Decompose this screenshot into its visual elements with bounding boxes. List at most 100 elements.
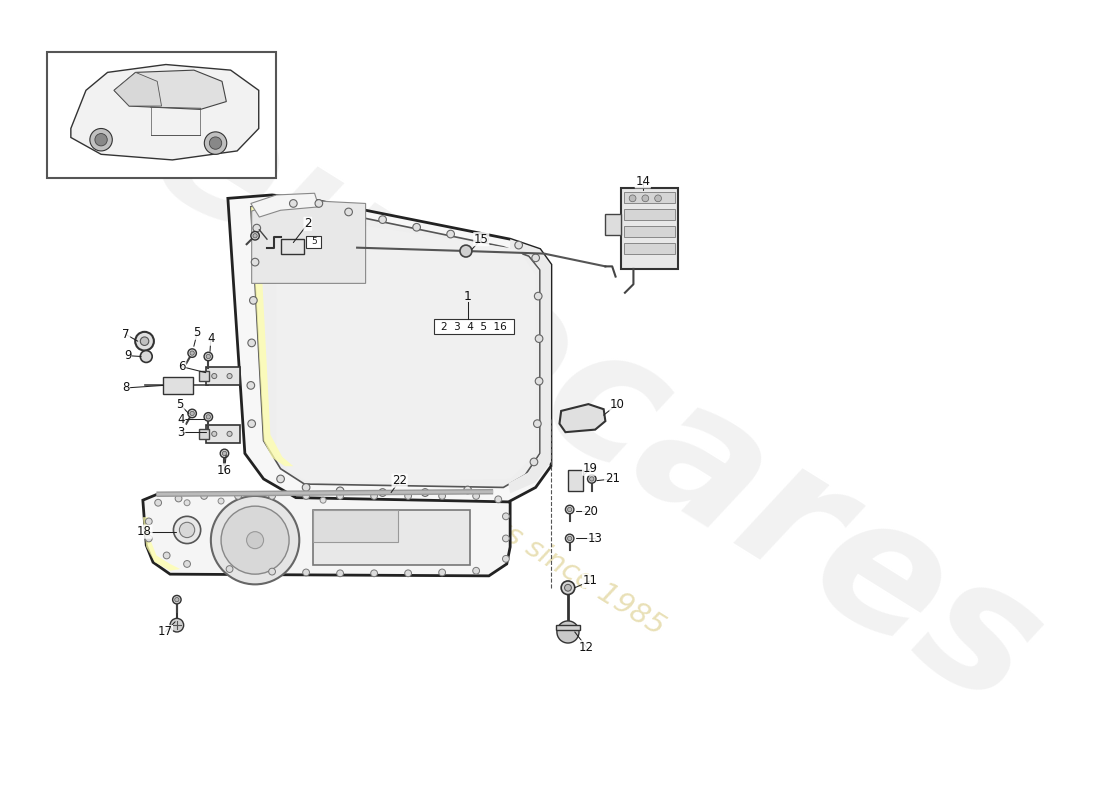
Circle shape: [495, 496, 502, 502]
Circle shape: [211, 374, 217, 378]
Circle shape: [188, 410, 197, 418]
Circle shape: [253, 234, 257, 238]
Circle shape: [155, 499, 162, 506]
Text: 6: 6: [178, 360, 186, 373]
Circle shape: [536, 335, 543, 342]
Text: 2  3  4  5  16: 2 3 4 5 16: [441, 322, 507, 332]
Circle shape: [371, 493, 377, 499]
Circle shape: [90, 129, 112, 151]
Bar: [206, 425, 240, 443]
Circle shape: [174, 516, 200, 543]
Bar: [624, 209, 675, 221]
Text: 7: 7: [122, 328, 130, 341]
Circle shape: [206, 414, 210, 419]
Circle shape: [535, 292, 542, 300]
Bar: [624, 242, 675, 254]
Circle shape: [536, 378, 543, 385]
Circle shape: [503, 535, 509, 542]
Circle shape: [163, 552, 170, 559]
Text: 8: 8: [122, 382, 130, 394]
Circle shape: [227, 566, 233, 573]
Circle shape: [405, 493, 411, 499]
Text: a passion for parts since 1985: a passion for parts since 1985: [283, 385, 670, 642]
Bar: [312, 510, 470, 565]
Circle shape: [473, 493, 480, 499]
Circle shape: [439, 493, 446, 499]
Circle shape: [515, 242, 522, 249]
Text: 21: 21: [605, 473, 619, 486]
Polygon shape: [114, 72, 162, 106]
Circle shape: [464, 486, 472, 494]
Polygon shape: [251, 203, 540, 487]
Text: 4: 4: [177, 413, 185, 426]
Bar: [47, 52, 276, 178]
Circle shape: [534, 420, 541, 427]
Text: 19: 19: [583, 462, 597, 475]
Circle shape: [561, 581, 575, 594]
Text: 16: 16: [217, 464, 232, 477]
Circle shape: [248, 339, 255, 346]
Circle shape: [184, 500, 190, 506]
Circle shape: [222, 451, 227, 455]
Circle shape: [564, 584, 571, 591]
Polygon shape: [251, 194, 319, 217]
Text: 14: 14: [636, 175, 650, 188]
Bar: [624, 226, 675, 238]
Polygon shape: [228, 195, 551, 502]
Circle shape: [629, 195, 636, 202]
Circle shape: [268, 568, 275, 575]
Bar: [199, 371, 209, 381]
Polygon shape: [251, 207, 294, 466]
Polygon shape: [560, 404, 605, 432]
Bar: [624, 191, 675, 203]
Circle shape: [531, 254, 539, 262]
Circle shape: [251, 258, 258, 266]
Circle shape: [378, 216, 386, 223]
Text: 20: 20: [583, 505, 597, 518]
Circle shape: [481, 235, 488, 243]
Circle shape: [412, 223, 420, 231]
Circle shape: [205, 132, 227, 154]
Polygon shape: [114, 70, 227, 110]
Circle shape: [227, 374, 232, 378]
Circle shape: [248, 382, 254, 390]
Circle shape: [145, 518, 152, 525]
Text: 17: 17: [157, 626, 173, 638]
Circle shape: [175, 598, 179, 602]
Bar: [312, 510, 398, 542]
Circle shape: [315, 200, 322, 207]
Circle shape: [250, 297, 257, 304]
Circle shape: [344, 208, 352, 216]
Circle shape: [188, 349, 197, 358]
Circle shape: [587, 474, 596, 483]
Polygon shape: [143, 494, 510, 576]
Circle shape: [246, 532, 264, 549]
Bar: [163, 377, 192, 394]
Circle shape: [251, 231, 260, 240]
Text: 11: 11: [583, 574, 597, 587]
Circle shape: [277, 475, 285, 482]
Text: eurocares: eurocares: [120, 60, 1070, 745]
Circle shape: [211, 496, 299, 584]
Circle shape: [530, 458, 538, 466]
Polygon shape: [508, 239, 551, 494]
Circle shape: [565, 506, 574, 514]
Circle shape: [565, 534, 574, 542]
Circle shape: [209, 137, 222, 150]
Polygon shape: [276, 215, 536, 483]
Circle shape: [473, 567, 480, 574]
Bar: [620, 188, 679, 269]
Text: 13: 13: [587, 532, 603, 545]
Bar: [306, 236, 321, 248]
Bar: [199, 429, 209, 439]
Circle shape: [503, 513, 509, 520]
Circle shape: [205, 352, 212, 361]
Polygon shape: [557, 625, 580, 630]
Circle shape: [200, 493, 208, 499]
Circle shape: [460, 245, 472, 257]
Circle shape: [447, 230, 454, 238]
Text: 5: 5: [311, 238, 317, 246]
Circle shape: [654, 195, 661, 202]
Text: 22: 22: [392, 474, 407, 487]
Circle shape: [337, 493, 343, 499]
